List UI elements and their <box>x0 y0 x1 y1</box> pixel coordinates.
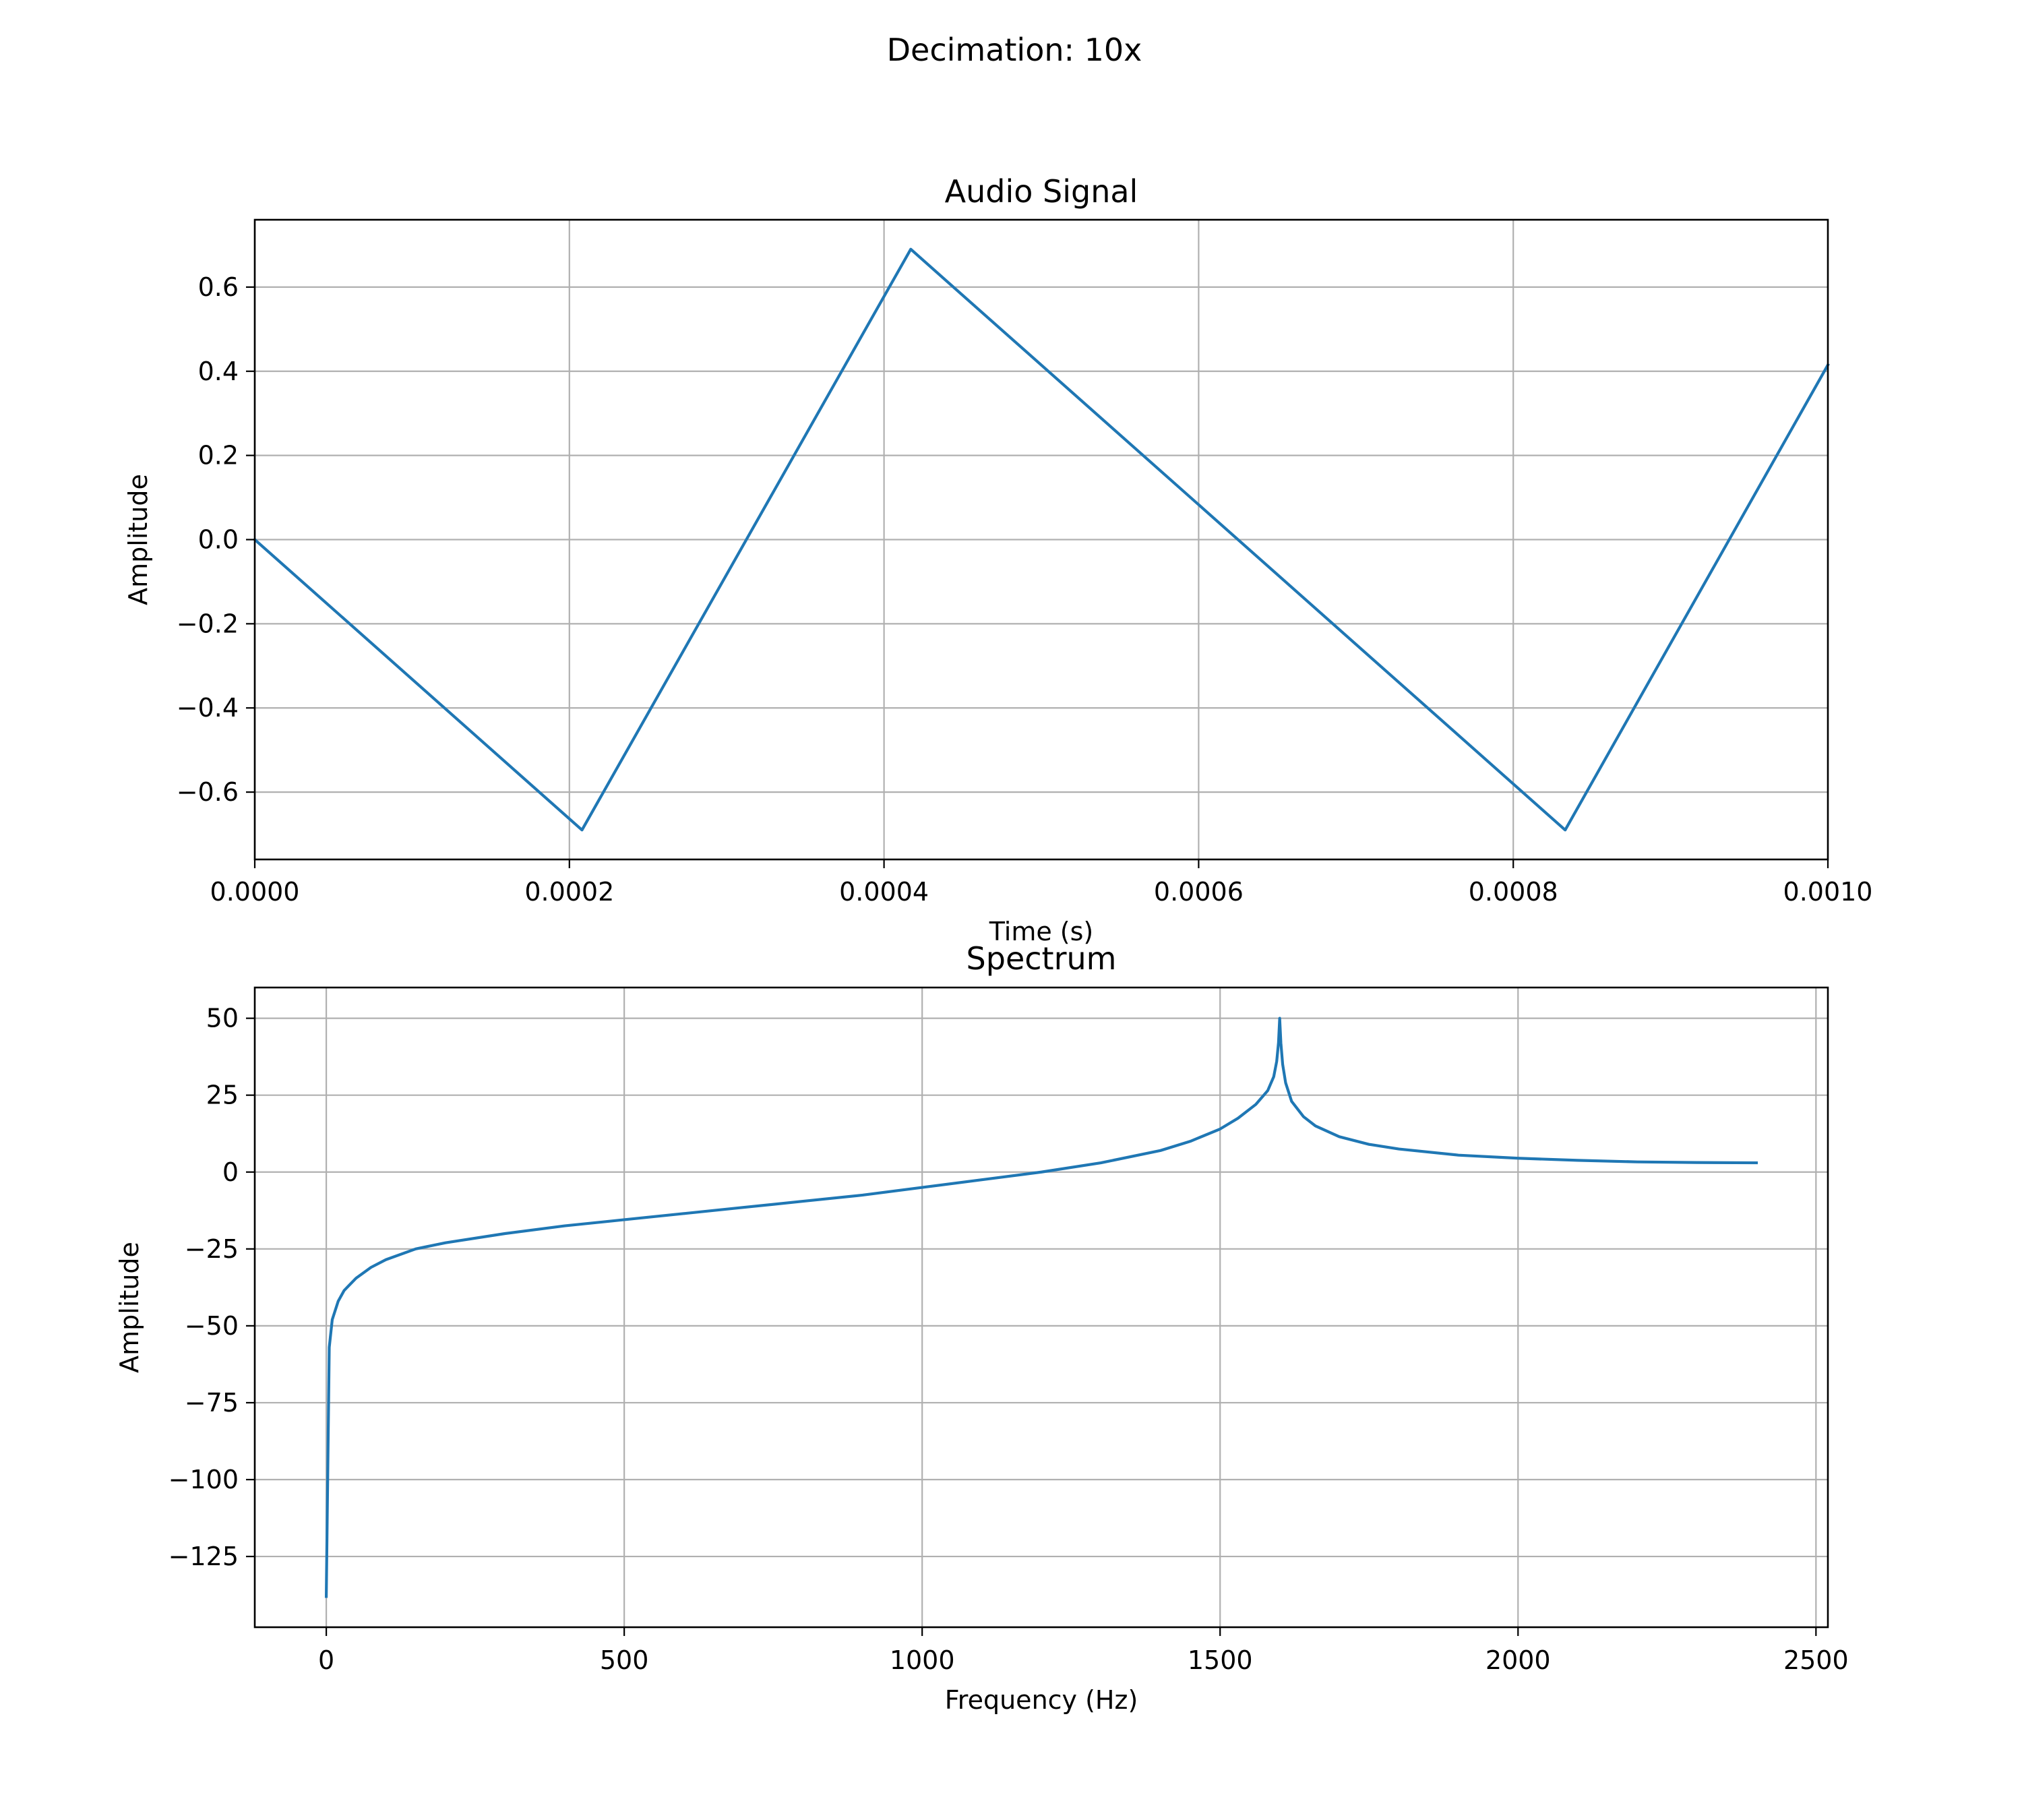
spectrum-x-tick-label: 1000 <box>890 1645 955 1675</box>
audio-signal-x-tick-label: 0.0008 <box>1469 877 1558 907</box>
spectrum-axes: 0 500 1000 1500 2000 2500 50 25 0 −25 −50 −75 −100 −1… <box>115 940 1849 1715</box>
spectrum-y-tick-label: −75 <box>185 1388 239 1418</box>
audio-signal-y-axis-label: Amplitude <box>123 474 153 605</box>
audio-signal-x-tick-label: 0.0002 <box>524 877 614 907</box>
spectrum-x-tick-label: 2500 <box>1783 1645 1849 1675</box>
audio-signal-y-tick-label: 0.0 <box>198 525 239 555</box>
audio-signal-y-tick-label: 0.4 <box>198 357 239 386</box>
audio-signal-x-tick-label: 0.0000 <box>210 877 300 907</box>
audio-signal-series-line <box>253 247 1830 832</box>
audio-signal-y-tick-label: −0.4 <box>177 693 239 723</box>
spectrum-series-line <box>324 1017 1758 1598</box>
audio-signal-x-axis-label: Time (s) <box>989 917 1094 946</box>
spectrum-plot-frame <box>253 986 1829 1629</box>
audio-signal-x-tick-label: 0.0006 <box>1154 877 1244 907</box>
spectrum-x-tick-label: 500 <box>600 1645 649 1675</box>
audio-signal-title: Audio Signal <box>945 173 1138 210</box>
spectrum-y-axis-label: Amplitude <box>115 1242 144 1373</box>
spectrum-y-tick-label: −125 <box>168 1542 239 1571</box>
audio-signal-y-tick-label: −0.2 <box>177 609 239 638</box>
audio-signal-x-tick-label: 0.0010 <box>1783 877 1873 907</box>
spectrum-x-tick-label: 1500 <box>1188 1645 1253 1675</box>
spectrum-y-tick-label: −25 <box>185 1234 239 1264</box>
spectrum-y-tick-label: 0 <box>222 1157 239 1187</box>
spectrum-y-tick-label: −50 <box>185 1311 239 1341</box>
spectrum-x-tick-label: 2000 <box>1485 1645 1551 1675</box>
spectrum-y-tick-label: 25 <box>206 1081 239 1110</box>
audio-signal-y-tick-label: −0.6 <box>177 777 239 807</box>
spectrum-y-tick-label: 50 <box>206 1004 239 1033</box>
spectrum-x-tick-label: 0 <box>318 1645 334 1675</box>
figure-suptitle: Decimation: 10x <box>887 32 1142 68</box>
spectrum-title: Spectrum <box>967 940 1117 977</box>
audio-signal-y-tick-label: 0.2 <box>198 441 239 471</box>
spectrum-x-axis-label: Frequency (Hz) <box>945 1685 1138 1715</box>
audio-signal-y-tick-label: 0.6 <box>198 272 239 302</box>
audio-signal-axes: 0.0000 0.0002 0.0004 0.0006 0.0008 0.0010 0.6 0… <box>123 173 1872 946</box>
spectrum-y-tick-label: −100 <box>168 1465 239 1494</box>
audio-signal-x-tick-label: 0.0004 <box>839 877 929 907</box>
